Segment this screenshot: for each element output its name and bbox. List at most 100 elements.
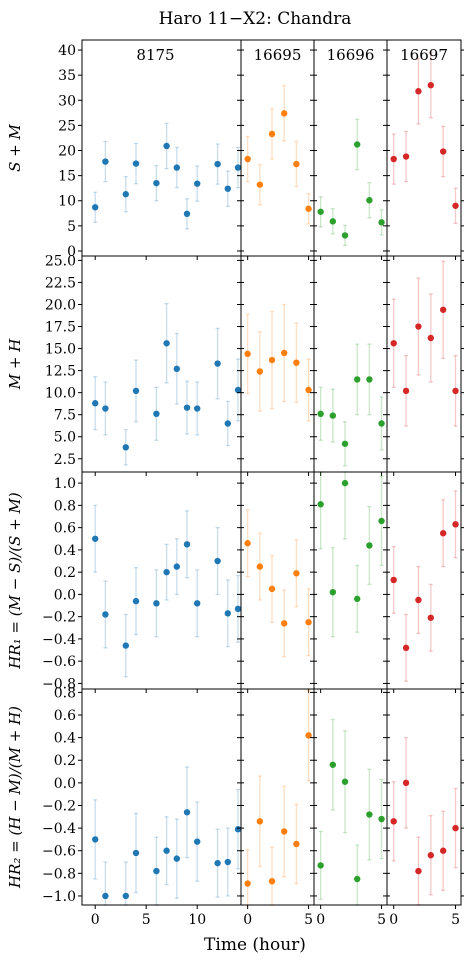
data-point: [402, 644, 410, 652]
obsid-label: 8175: [136, 46, 174, 64]
y-tick-label: 0.4: [54, 543, 76, 559]
y-tick-label: 2.5: [54, 452, 76, 468]
data-point: [244, 880, 251, 887]
data-point: [153, 410, 160, 418]
data-point: [256, 181, 264, 188]
data-point: [281, 349, 288, 357]
data-point: [256, 818, 264, 825]
data-point: [173, 563, 180, 570]
data-point: [415, 323, 422, 330]
data-point: [378, 815, 385, 823]
chart-title: Haro 11−X2: Chandra: [159, 9, 352, 29]
data-point: [366, 542, 373, 549]
y-tick-label: 15: [58, 169, 76, 185]
panel-8175-row-2: 2.5 5.0 7.5 10.0 12.5 15.0 17.5 20.0 22.5 25.0: [45, 253, 244, 476]
data-point: [173, 365, 180, 373]
data-point: [329, 761, 337, 768]
data-point: [354, 595, 361, 603]
data-point: [183, 809, 191, 816]
y-tick-label: 0.8: [54, 498, 76, 514]
data-point: [183, 404, 191, 411]
data-point: [452, 202, 459, 209]
data-point: [293, 570, 300, 577]
data-point: [329, 412, 337, 419]
data-point: [132, 160, 140, 167]
y-tick-label: −0.8: [42, 676, 76, 692]
y-axis-label: HR₁ = (M − S)/(S + M): [6, 492, 24, 670]
data-point: [92, 400, 99, 407]
data-point: [281, 828, 288, 835]
data-point: [341, 479, 349, 487]
data-point: [214, 160, 221, 168]
panel-8175-row-4: −1.0 −0.8 −0.6 −0.4 −0.2 0.0 0.2 0.4 0.6 0.8 0 5 10: [42, 685, 244, 928]
data-point: [194, 180, 201, 187]
data-point: [452, 824, 459, 832]
y-tick-label: 5: [67, 219, 76, 235]
y-tick-label: 0.2: [54, 753, 76, 769]
panel-frame: [240, 39, 315, 257]
data-point: [305, 386, 312, 394]
y-tick-label: 0.6: [54, 708, 76, 724]
x-tick-label: 5: [377, 912, 386, 928]
data-point: [234, 826, 242, 833]
data-point: [439, 530, 447, 537]
panel-8175-row-3: −0.8 −0.6 −0.4 −0.2 0.0 0.2 0.4 0.6 0.8 1.0: [42, 471, 244, 693]
y-tick-label: −0.4: [42, 821, 76, 837]
y-tick-label: 30: [58, 93, 76, 109]
data-point: [427, 852, 434, 859]
data-point: [224, 185, 231, 192]
panel-16695-row-3: [237, 471, 317, 693]
y-tick-label: 22.5: [45, 275, 76, 291]
y-axis-label: M + H: [6, 338, 24, 390]
data-point: [305, 619, 312, 626]
x-tick-label: 0: [243, 912, 252, 928]
data-point: [224, 858, 231, 866]
data-point: [244, 155, 251, 163]
data-point: [183, 541, 191, 548]
data-point: [234, 386, 242, 394]
data-point: [102, 611, 109, 618]
x-tick-label: 10: [188, 912, 206, 928]
data-point: [122, 444, 129, 451]
data-point: [122, 642, 129, 649]
data-point: [427, 82, 434, 89]
data-point: [163, 340, 170, 347]
data-point: [341, 440, 349, 447]
data-point: [390, 340, 397, 347]
data-point: [378, 517, 385, 525]
data-point: [293, 840, 300, 848]
data-point: [92, 836, 99, 843]
data-point: [102, 892, 109, 900]
data-point: [317, 862, 324, 869]
x-tick-label: 5: [451, 912, 460, 928]
data-point: [268, 878, 276, 885]
data-point: [427, 614, 434, 621]
data-point: [452, 387, 459, 395]
data-point: [194, 838, 201, 845]
data-point: [224, 420, 231, 427]
y-axis-label: HR₂ = (H − M)/(M + H): [6, 706, 24, 889]
data-point: [354, 376, 361, 383]
data-point: [341, 778, 349, 785]
data-point: [305, 205, 312, 212]
data-point: [153, 867, 160, 875]
y-tick-label: 0.2: [54, 565, 76, 581]
data-point: [402, 779, 410, 787]
panel-16696-row-1: 16696: [310, 39, 390, 260]
panel-frame: [313, 255, 388, 473]
data-point: [390, 818, 397, 825]
data-point: [268, 585, 276, 593]
data-point: [390, 155, 397, 163]
y-axis-label: S + M: [6, 123, 24, 171]
data-point: [281, 620, 288, 627]
y-tick-label: 25.0: [45, 253, 76, 269]
data-point: [163, 847, 170, 854]
data-point: [268, 130, 276, 138]
x-tick-label: 5: [304, 912, 313, 928]
x-axis-label: Time (hour): [204, 935, 306, 955]
data-point: [132, 849, 140, 857]
panel-16696-row-2: [310, 255, 390, 476]
